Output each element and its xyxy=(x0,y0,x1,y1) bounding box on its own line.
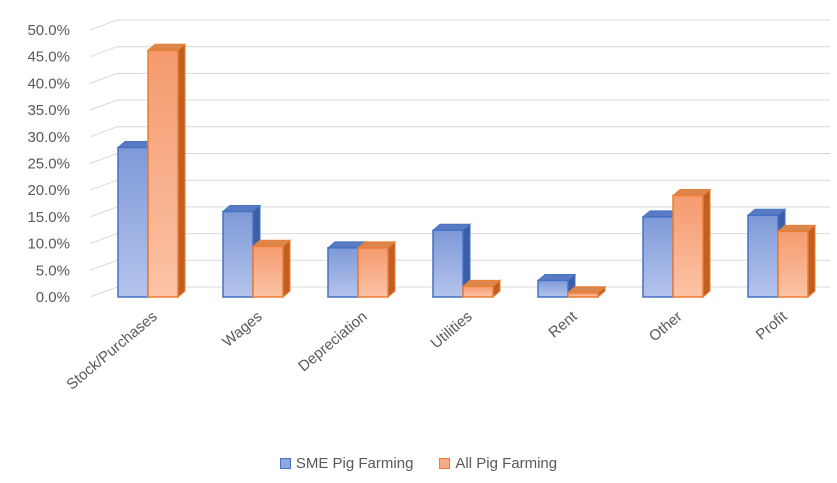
gridline xyxy=(89,179,830,191)
bar xyxy=(671,188,712,299)
bar-front xyxy=(462,285,494,298)
legend-item-all: All Pig Farming xyxy=(439,455,557,472)
bar-side xyxy=(807,224,816,299)
x-tick-label: Utilities xyxy=(428,308,476,352)
legend-swatch-all xyxy=(439,458,451,469)
y-tick-label: 25.0% xyxy=(27,156,70,173)
bar-front xyxy=(672,194,704,298)
x-tick-label: Rent xyxy=(545,308,581,342)
gridline xyxy=(89,233,830,245)
bar-front xyxy=(642,216,674,298)
gridline xyxy=(89,72,830,84)
legend-swatch-sme xyxy=(279,458,291,469)
bar-top xyxy=(221,205,262,213)
bar-top xyxy=(746,208,787,216)
y-tick-label: 35.0% xyxy=(27,102,70,119)
gridline xyxy=(89,153,830,164)
bar-top xyxy=(251,239,292,247)
bar-top xyxy=(431,223,472,231)
gridline xyxy=(89,259,830,271)
y-axis-ticks: 0.0% 5.0% 10.0% 15.0% 20.0% 25.0% 30.0% 35.0% 40… xyxy=(27,22,70,306)
bars xyxy=(116,43,817,299)
gridlines xyxy=(89,19,830,298)
bar xyxy=(356,240,397,299)
bar xyxy=(431,223,472,299)
gridline xyxy=(89,206,830,218)
bar-top xyxy=(776,224,817,232)
bar-front xyxy=(252,245,284,298)
bar-front xyxy=(537,279,569,298)
bar-side xyxy=(282,239,291,299)
y-tick-label: 0.0% xyxy=(36,289,70,306)
legend-label-sme: SME Pig Farming xyxy=(295,455,414,472)
bar xyxy=(776,224,817,299)
y-tick-label: 5.0% xyxy=(36,262,70,279)
y-tick-label: 15.0% xyxy=(27,209,70,226)
bar-front xyxy=(117,146,149,298)
x-tick-label: Wages xyxy=(219,308,265,351)
bar-front xyxy=(147,49,179,298)
bar xyxy=(536,273,577,299)
bar-side xyxy=(387,240,396,299)
bar-front xyxy=(747,214,779,298)
bar-top xyxy=(566,286,607,294)
bar-top xyxy=(536,273,577,281)
x-tick-label: Stock/Purchases xyxy=(63,308,160,393)
x-tick-label: Profit xyxy=(753,308,791,344)
x-tick-label: Depreciation xyxy=(295,308,370,375)
gridline xyxy=(89,19,830,31)
gridline xyxy=(89,46,830,58)
bar xyxy=(566,285,607,299)
bar xyxy=(461,279,502,299)
bar-side xyxy=(702,188,711,299)
bar-chart: 0.0% 5.0% 10.0% 15.0% 20.0% 25.0% 30.0% 35.0% 40… xyxy=(27,19,830,394)
bar-top xyxy=(146,43,187,51)
y-tick-label: 50.0% xyxy=(27,22,70,39)
bar-front xyxy=(432,229,464,298)
bar xyxy=(251,239,292,299)
bar-top xyxy=(671,189,712,197)
bar xyxy=(146,43,187,299)
bar-side xyxy=(177,43,186,299)
y-tick-label: 20.0% xyxy=(27,182,70,199)
y-tick-label: 45.0% xyxy=(27,49,70,66)
y-tick-label: 10.0% xyxy=(27,236,70,253)
bar-front xyxy=(777,230,809,298)
bar-front xyxy=(222,210,254,298)
gridline xyxy=(89,126,830,138)
bar-front xyxy=(357,247,389,298)
y-tick-label: 40.0% xyxy=(27,75,70,92)
x-axis-ticks: Stock/Purchases Wages Depreciation Utilitie… xyxy=(63,308,791,394)
bar-front xyxy=(567,291,599,298)
legend-item-sme: SME Pig Farming xyxy=(279,455,414,472)
legend: SME Pig Farming All Pig Farming xyxy=(0,455,837,472)
bar-top xyxy=(461,279,502,287)
bar-front xyxy=(327,247,359,298)
y-tick-label: 30.0% xyxy=(27,129,70,146)
legend-label-all: All Pig Farming xyxy=(455,455,558,472)
bar-top xyxy=(356,241,397,249)
gridline xyxy=(89,99,830,111)
x-tick-label: Other xyxy=(646,308,686,345)
